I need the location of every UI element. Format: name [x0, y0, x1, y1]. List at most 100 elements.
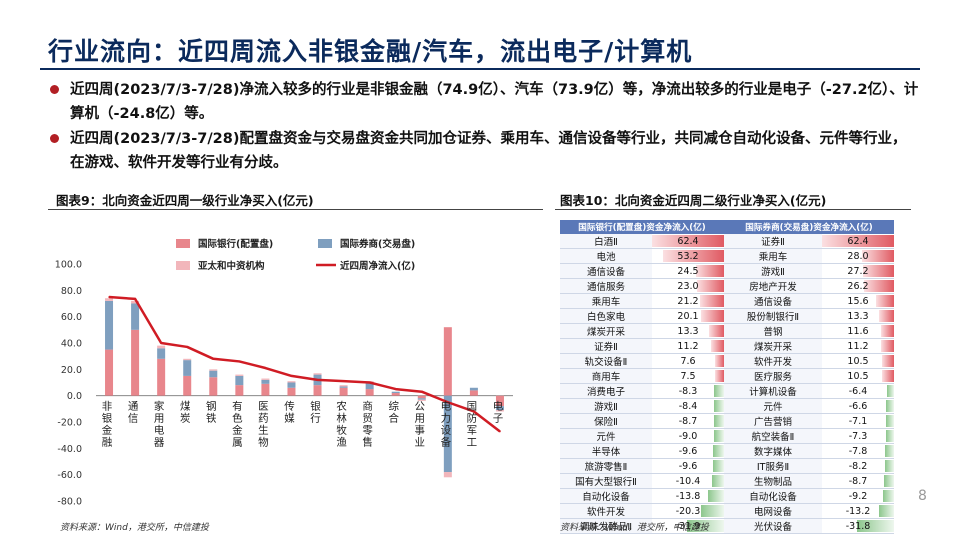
bullet-item: 近四周(2023/7/3-7/28)净流入较多的行业是非银金融（74.9亿）、汽… — [50, 78, 920, 126]
flow-value-cell: -6.4 — [822, 383, 894, 399]
x-tick-label: 家用电器 — [154, 400, 165, 449]
flow-value: 13.3 — [847, 310, 869, 322]
line-series — [108, 295, 501, 433]
net-inflow-line — [108, 295, 501, 433]
left-caption-rule — [48, 209, 543, 210]
data-bar — [878, 505, 894, 517]
flow-value: 53.2 — [677, 250, 699, 262]
data-bar — [687, 520, 724, 532]
table-row: 调味发酵品Ⅱ -31.9 光伏设备 -31.8 — [560, 518, 894, 534]
data-bar — [712, 475, 724, 487]
bar-segment — [131, 329, 140, 396]
flow-value-cell: 53.2 — [652, 248, 724, 264]
bar-segment — [261, 379, 270, 384]
bar-segment — [105, 349, 114, 396]
sector-name-cell: 商用车 — [560, 368, 652, 384]
data-bar — [713, 430, 724, 442]
bar-segment — [105, 300, 114, 350]
bar-segment — [209, 369, 218, 371]
bar-segment — [287, 382, 296, 388]
flow-value: 7.5 — [680, 370, 696, 382]
sector-name-cell: 元件 — [724, 398, 822, 414]
sector-name-cell: 乘用车 — [724, 248, 822, 264]
legend-swatch — [176, 261, 190, 270]
bar-segment — [495, 406, 504, 411]
page-number: 8 — [918, 488, 927, 504]
flow-value-cell: 62.4 — [822, 234, 894, 249]
bullet-item: 近四周(2023/7/3-7/28)配置盘资金与交易盘资金共同加仓证券、乘用车、… — [50, 127, 920, 175]
data-bar — [885, 415, 894, 427]
flow-value: 62.4 — [847, 235, 869, 247]
sector-name-cell: 轨交设备Ⅱ — [560, 353, 652, 369]
table-row: 软件开发 -20.3 电网设备 -13.2 — [560, 503, 894, 519]
line-point — [342, 380, 345, 382]
flow-value-cell: -8.3 — [652, 383, 724, 399]
x-tick-label: 电子 — [493, 400, 504, 425]
y-tick-label: -60.0 — [57, 470, 82, 481]
flow-value-cell: 11.2 — [652, 338, 724, 354]
sector-name-cell: 数字媒体 — [724, 443, 822, 459]
flow-value-cell: -9.0 — [652, 428, 724, 444]
right-chart-caption: 图表10：北向资金近四周二级行业净买入(亿元) — [560, 193, 827, 208]
sector-name-cell: 元件 — [560, 428, 652, 444]
flow-value: 24.5 — [677, 265, 699, 277]
bar-segment — [417, 398, 426, 400]
bullet-list: 近四周(2023/7/3-7/28)净流入较多的行业是非银金融（74.9亿）、汽… — [50, 78, 920, 176]
flow-value-cell: -9.6 — [652, 443, 724, 459]
table-row: 通信服务 23.0 房地产开发 26.2 — [560, 278, 894, 294]
flow-value: 23.0 — [677, 280, 699, 292]
table-header-row: 国际银行(配置盘)资金净流入(亿) 国际券商(交易盘)资金净流入(亿) — [560, 220, 894, 234]
data-bar — [885, 430, 894, 442]
bar-segment — [339, 386, 348, 388]
line-point — [264, 367, 267, 369]
data-bar — [883, 475, 894, 487]
x-tick-label: 农林牧渔 — [336, 400, 347, 449]
x-tick-label: 医药生物 — [258, 401, 269, 449]
left-chart-caption: 图表9：北向资金近四周一级行业净买入(亿元) — [56, 193, 314, 208]
bar-segment — [235, 374, 244, 376]
x-tick-label: 商贸零售 — [362, 400, 373, 449]
legend-swatch — [318, 239, 332, 248]
industry-netflow-chart: 国际银行(配置盘) 国际券商(交易盘) 亚太和中资机构 近四周净流入(亿) 100.0… — [55, 238, 513, 508]
flow-value-cell: 11.2 — [822, 338, 894, 354]
flow-value: -9.6 — [678, 445, 698, 457]
sector-name-cell: 游戏Ⅱ — [560, 398, 652, 414]
data-bar — [699, 295, 724, 307]
sector-name-cell: 通信服务 — [560, 278, 652, 294]
flow-value-cell: 10.5 — [822, 353, 894, 369]
sector-name-cell: 煤炭开采 — [724, 338, 822, 354]
sector-name-cell: 生物制品 — [724, 473, 822, 489]
flow-value: -6.6 — [848, 400, 868, 412]
flow-value-cell: -8.2 — [822, 458, 894, 474]
flow-value-cell: 10.5 — [822, 368, 894, 384]
bar-segment — [235, 375, 244, 386]
sector-name-cell: 软件开发 — [560, 503, 652, 519]
y-tick-label: -80.0 — [57, 497, 82, 508]
table-row: 煤炭开采 13.3 普钢 11.6 — [560, 323, 894, 339]
legend-label: 近四周净流入(亿) — [340, 260, 415, 272]
flow-value: 11.2 — [677, 340, 699, 352]
chart-legend: 国际银行(配置盘) 国际券商(交易盘) 亚太和中资机构 近四周净流入(亿) — [176, 238, 415, 272]
flow-value-cell: -7.3 — [822, 428, 894, 444]
flow-value-cell: -10.4 — [652, 473, 724, 489]
data-bar — [662, 250, 724, 262]
line-point — [368, 381, 371, 384]
flow-value-cell: 26.2 — [822, 278, 894, 294]
bar-segment — [287, 387, 296, 396]
line-point — [473, 410, 475, 413]
right-source-note: 资料来源：Wind，港交所，中信建投 — [560, 523, 709, 533]
bar-segment — [183, 375, 192, 396]
bar-segment — [209, 377, 218, 396]
data-bar — [697, 280, 724, 292]
flow-value-cell: -8.4 — [652, 398, 724, 414]
sector-name-cell: 半导体 — [560, 443, 652, 459]
flow-value-cell: -31.8 — [822, 518, 894, 534]
legend-swatch — [176, 239, 190, 248]
x-tick-label: 通信 — [128, 401, 139, 425]
bar-segment — [443, 395, 452, 473]
bullet-dot-icon — [50, 134, 59, 143]
bar-segment — [157, 358, 166, 396]
flow-value: 26.2 — [847, 280, 869, 292]
bar-segment — [339, 385, 348, 387]
